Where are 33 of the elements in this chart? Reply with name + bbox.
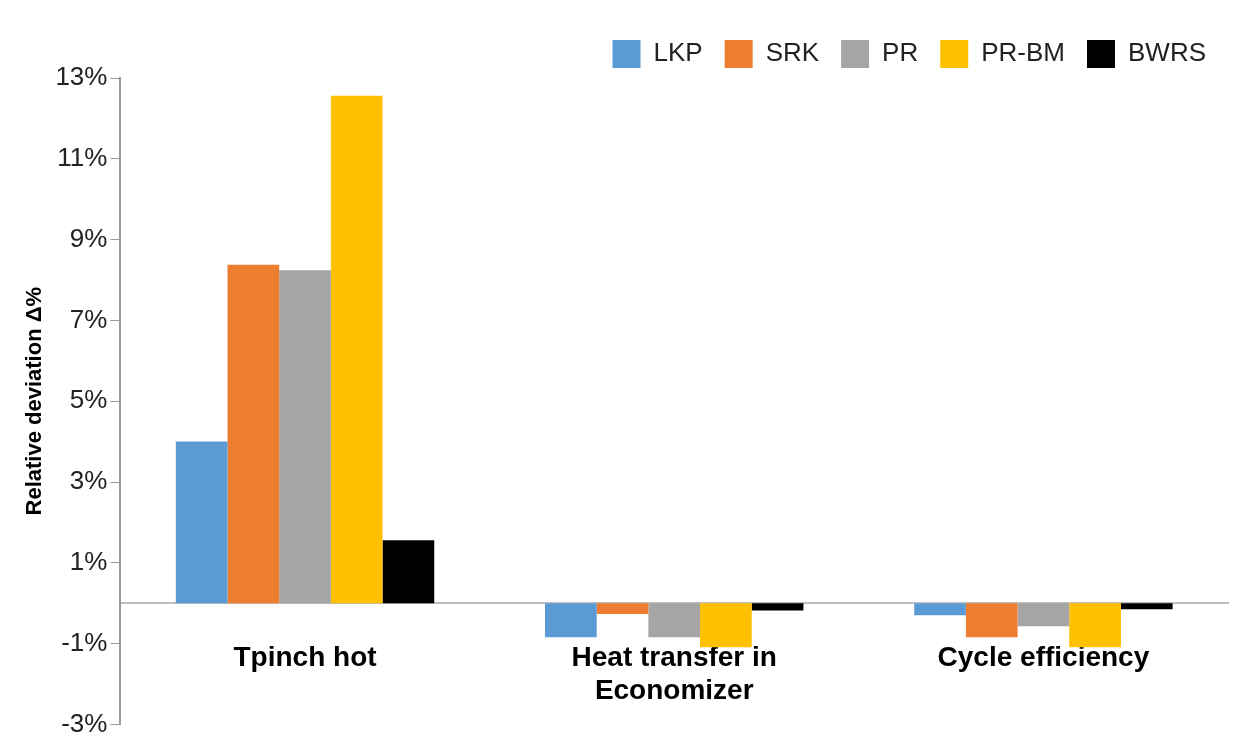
- bar: [751, 603, 804, 611]
- bar: [914, 603, 966, 616]
- y-tick-label: 1%: [69, 545, 108, 576]
- y-tick-label: 9%: [69, 222, 108, 253]
- bar: [227, 264, 280, 604]
- y-tick-label: -1%: [61, 626, 108, 657]
- y-tick-label: 3%: [69, 465, 108, 496]
- bar: [330, 95, 383, 604]
- bar: [1120, 603, 1173, 610]
- bar: [596, 603, 649, 615]
- bar: [175, 441, 228, 604]
- bar: [279, 270, 331, 604]
- legend-label: SRK: [765, 37, 820, 68]
- bar: [1017, 603, 1070, 627]
- legend-label: PR: [882, 37, 919, 68]
- bar: [965, 603, 1018, 638]
- y-tick-label: -3%: [61, 707, 108, 738]
- legend-label: LKP: [653, 37, 703, 68]
- bar: [648, 603, 701, 638]
- x-tick-label: Cycle efficiency: [937, 640, 1150, 672]
- x-tick-label: Heat transfer in Economizer: [571, 640, 777, 706]
- legend-label: BWRS: [1128, 37, 1206, 68]
- y-tick-label: 13%: [55, 61, 108, 92]
- legend-label: PR-BM: [981, 37, 1065, 68]
- y-axis-title: Relative deviation Δ%: [21, 286, 47, 516]
- bar: [1069, 603, 1121, 648]
- bar: [382, 540, 435, 604]
- bar: [700, 603, 752, 648]
- y-tick-label: 11%: [57, 141, 108, 172]
- x-tick-label: Tpinch hot: [233, 640, 377, 672]
- bar: [545, 603, 597, 638]
- y-tick-label: 7%: [69, 303, 108, 334]
- y-tick-label: 5%: [69, 384, 108, 415]
